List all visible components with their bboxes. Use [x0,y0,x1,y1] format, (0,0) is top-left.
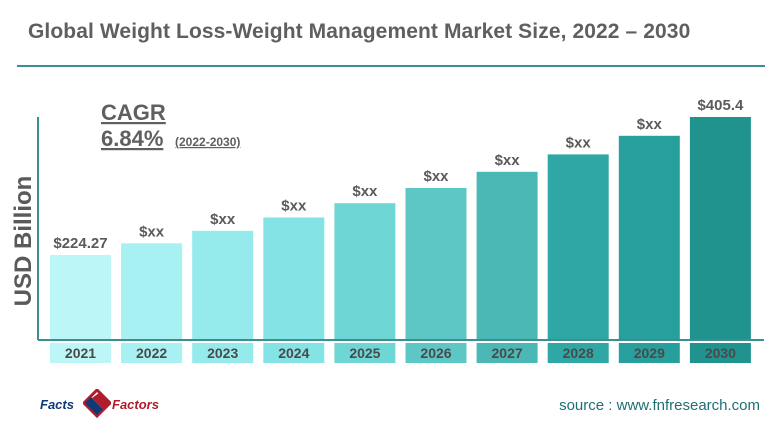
axis-lines [37,117,764,341]
bar-2030 [689,117,751,340]
tick-bg-2023 [192,343,254,363]
value-labels: $224.27 $xx $xx $xx $xx $xx $xx $xx $xx $405.4 [53,97,744,252]
cagr-period: (2022-2030) [175,135,240,149]
tick-label-2023: 2023 [207,345,238,361]
bar-2024 [263,217,325,340]
facts-factors-logo-icon [83,389,111,419]
tick-label-2021: 2021 [65,345,96,361]
cagr-value: 6.84% [101,126,163,151]
value-label-2029: $xx [637,116,663,133]
value-label-2023: $xx [210,211,236,228]
bar-2029 [618,135,680,340]
logo-factors-text: Factors [112,397,159,412]
tick-labels: 2021 2022 2023 2024 2025 2026 2027 2028 2029 2030 [50,343,751,363]
tick-bg-2027 [476,343,538,363]
tick-bg-2029 [618,343,680,363]
y-axis-label: USD Billion [10,176,37,307]
logo-facts-text: Facts [40,397,74,412]
value-label-2024: $xx [281,198,307,215]
bar-2021 [50,255,111,340]
value-label-2022: $xx [139,223,165,240]
tick-label-2024: 2024 [278,345,309,361]
bar-2027 [476,171,538,340]
bar-2026 [405,188,467,340]
bar-2022 [121,243,183,340]
value-label-2028: $xx [566,134,592,151]
page-title: Global Weight Loss-Weight Management Mar… [28,20,691,43]
bar-2025 [334,203,396,340]
value-label-2026: $xx [423,168,449,185]
brand-logo: Facts Factors [40,389,180,419]
tick-label-2027: 2027 [492,345,523,361]
tick-bg-2026 [405,343,467,363]
tick-label-2025: 2025 [349,345,380,361]
value-label-2027: $xx [495,152,521,169]
bar-2028 [547,154,609,340]
bar-2023 [192,230,254,340]
source-text: source : www.fnfresearch.com [559,397,760,414]
tick-label-2030: 2030 [705,345,736,361]
tick-label-2028: 2028 [563,345,594,361]
cagr-label: CAGR [101,100,166,125]
value-label-2025: $xx [352,183,378,200]
tick-bg-2030 [689,343,751,363]
tick-bg-2028 [547,343,609,363]
tick-label-2026: 2026 [420,345,451,361]
tick-label-2022: 2022 [136,345,167,361]
value-label-2030: $405.4 [697,97,744,114]
bars-group [50,117,751,340]
tick-label-2029: 2029 [634,345,665,361]
tick-bg-2025 [334,343,396,363]
title-divider [17,65,765,67]
tick-bg-2022 [121,343,183,363]
tick-bg-2024 [263,343,325,363]
value-label-2021: $224.27 [53,235,107,252]
tick-bg-2021 [50,343,111,363]
